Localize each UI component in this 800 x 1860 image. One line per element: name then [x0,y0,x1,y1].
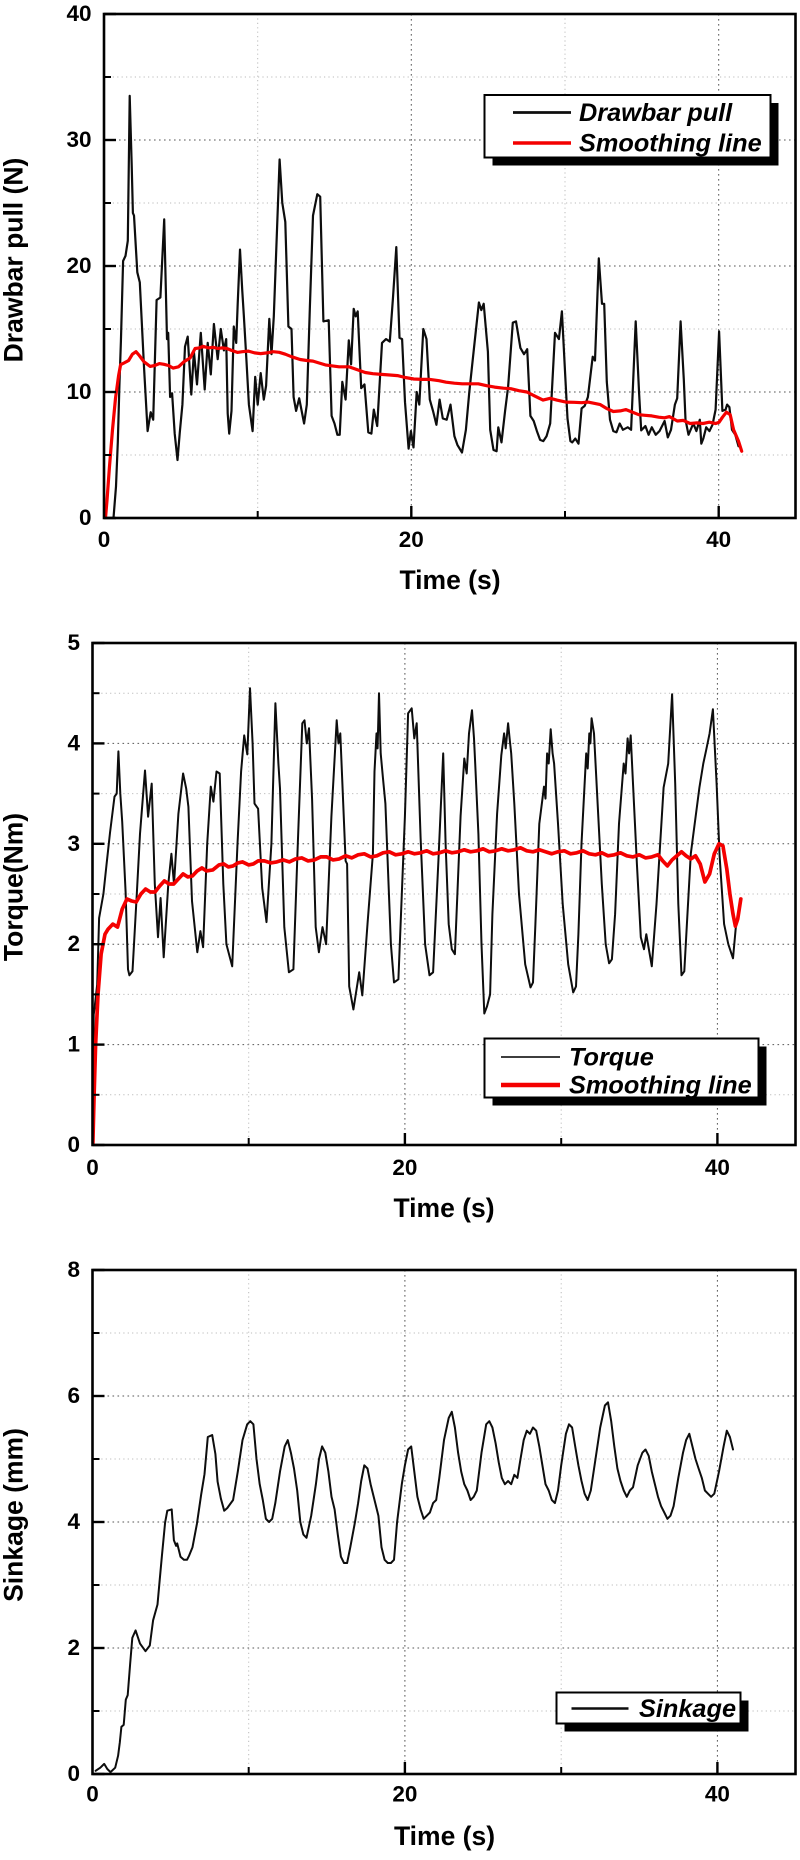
svg-text:2: 2 [67,1635,80,1660]
svg-text:0: 0 [98,527,111,552]
svg-text:Time (s): Time (s) [394,1821,495,1851]
svg-text:20: 20 [392,1155,417,1180]
svg-text:Sinkage: Sinkage [639,1695,736,1723]
svg-text:Sinkage (mm): Sinkage (mm) [0,1428,29,1602]
svg-text:1: 1 [67,1032,80,1057]
svg-text:Torque(Nm): Torque(Nm) [0,813,29,961]
svg-text:Time (s): Time (s) [393,1193,494,1223]
svg-text:Smoothing line: Smoothing line [579,130,762,158]
svg-text:30: 30 [66,127,91,152]
svg-text:3: 3 [67,831,80,856]
svg-text:2: 2 [67,931,80,956]
svg-text:40: 40 [705,1782,730,1807]
svg-text:Torque: Torque [569,1044,654,1072]
svg-text:6: 6 [67,1383,80,1408]
svg-text:4: 4 [67,730,80,755]
svg-text:Smoothing line: Smoothing line [569,1072,752,1100]
svg-text:20: 20 [66,253,91,278]
svg-text:8: 8 [67,1257,80,1282]
svg-text:Drawbar pull: Drawbar pull [579,99,733,127]
svg-text:40: 40 [706,527,731,552]
svg-text:5: 5 [67,630,80,655]
svg-text:20: 20 [399,527,424,552]
svg-text:40: 40 [66,1,91,26]
svg-text:0: 0 [86,1782,99,1807]
svg-text:Time (s): Time (s) [399,565,500,595]
svg-text:4: 4 [67,1509,80,1534]
svg-text:20: 20 [392,1782,417,1807]
svg-text:0: 0 [86,1155,99,1180]
svg-text:40: 40 [705,1155,730,1180]
svg-text:0: 0 [67,1761,80,1786]
svg-text:10: 10 [66,379,91,404]
svg-text:0: 0 [79,505,92,530]
svg-text:0: 0 [67,1132,80,1157]
svg-text:Drawbar pull (N): Drawbar pull (N) [0,158,29,363]
